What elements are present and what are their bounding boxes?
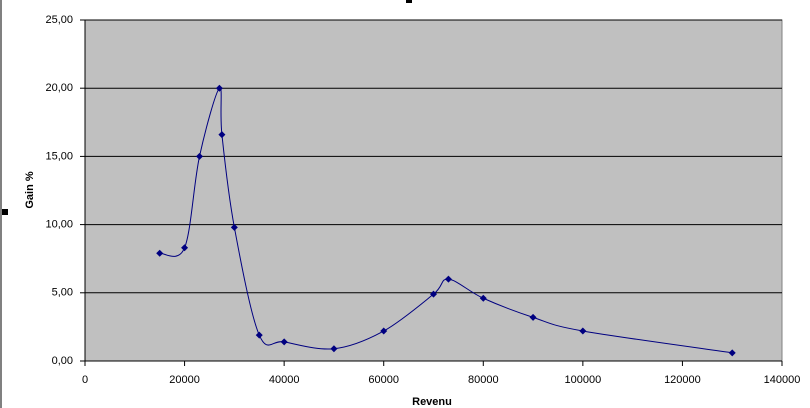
marker [196,152,204,160]
y-axis-label: Gain % [24,171,36,209]
handle [406,0,412,3]
marker [479,294,487,302]
marker [156,249,164,257]
x-tick-label: 80000 [468,374,499,386]
series-line [159,87,733,354]
marker [215,84,223,92]
x-axis-label: Revenu [412,396,452,408]
x-tick-label: 120000 [664,374,701,386]
marker [330,345,338,353]
marker [230,223,238,231]
marker [579,327,587,335]
y-tick-label: 0,00 [52,355,73,367]
y-tick-label: 10,00 [45,219,73,231]
marker [529,313,537,321]
marker [181,244,189,252]
x-tick-label: 60000 [368,374,399,386]
y-tick-label: 15,00 [45,150,73,162]
y-tick-label: 5,00 [52,287,73,299]
marker [430,290,437,298]
marker [218,131,226,139]
marker [280,338,288,346]
x-tick-label: 20000 [169,374,200,386]
y-tick-label: 20,00 [45,82,73,94]
x-tick-label: 0 [82,374,88,386]
x-tick-label: 40000 [269,374,300,386]
marker [255,331,263,339]
handle [2,209,8,215]
y-tick-label: 25,00 [45,14,73,26]
marker [380,327,388,335]
x-tick-label: 100000 [564,374,601,386]
x-tick-label: 140000 [764,374,801,386]
marker [728,349,736,357]
plot-area [84,19,783,362]
marker [444,275,452,283]
